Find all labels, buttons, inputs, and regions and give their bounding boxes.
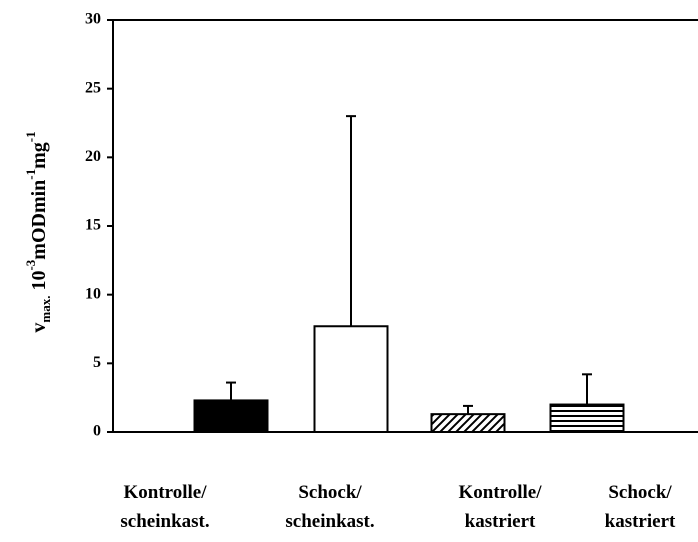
bar bbox=[430, 413, 506, 433]
bar bbox=[193, 399, 269, 433]
x-tick-label: kastriert bbox=[465, 511, 536, 532]
y-tick-label: 20 bbox=[85, 148, 101, 165]
y-tick-label: 0 bbox=[93, 423, 101, 440]
y-tick-label: 25 bbox=[85, 79, 101, 96]
y-tick-label: 15 bbox=[85, 217, 101, 234]
y-tick-label: 5 bbox=[93, 354, 101, 371]
x-tick-label: Kontrolle/ bbox=[458, 482, 542, 503]
y-axis-label: vmax. 10-3mODmin-1mg-1 bbox=[23, 131, 53, 332]
x-tick-label: Kontrolle/ bbox=[123, 482, 207, 503]
x-tick-label: Schock/ bbox=[608, 482, 672, 503]
x-tick-label: scheinkast. bbox=[285, 511, 374, 532]
x-tick-label: kastriert bbox=[605, 511, 676, 532]
x-tick-label: Schock/ bbox=[298, 482, 362, 503]
y-tick-label: 30 bbox=[85, 11, 101, 28]
y-tick-label: 10 bbox=[85, 285, 101, 302]
x-tick-label: scheinkast. bbox=[120, 511, 209, 532]
bar bbox=[313, 325, 389, 433]
bar bbox=[549, 403, 625, 433]
